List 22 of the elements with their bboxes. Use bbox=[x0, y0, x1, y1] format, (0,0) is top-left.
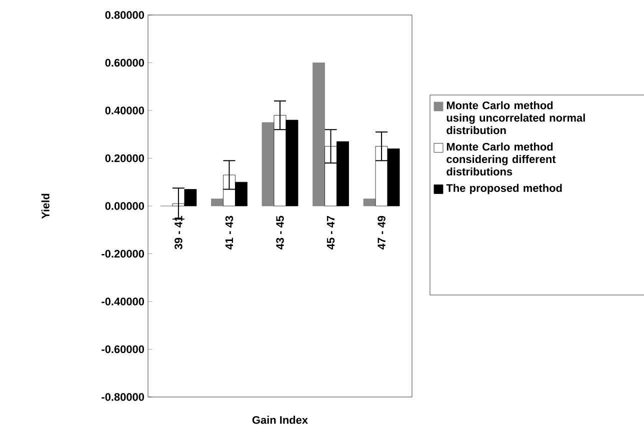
y-tick-label: 0.40000 bbox=[105, 106, 144, 114]
y-tick-label: 0.60000 bbox=[105, 58, 144, 67]
x-axis-title: Gain Index bbox=[252, 416, 308, 424]
x-tick-label: 45 - 47 bbox=[326, 216, 335, 250]
legend-label: Monte Carlo method considering different distributions bbox=[446, 142, 556, 176]
bar bbox=[262, 122, 274, 206]
bar bbox=[312, 62, 325, 206]
legend-label: Monte Carlo method using uncorrelated normal distribution bbox=[446, 101, 585, 134]
bar bbox=[363, 198, 376, 206]
bar bbox=[211, 198, 224, 206]
y-tick-label: 0.00000 bbox=[105, 202, 144, 210]
x-tick-label: 41 - 43 bbox=[225, 216, 234, 250]
y-tick-label: 0.20000 bbox=[105, 154, 144, 162]
y-axis-title: Yield bbox=[41, 194, 50, 219]
y-tick-label: -0.40000 bbox=[102, 298, 144, 306]
x-tick-label: 43 - 45 bbox=[276, 216, 284, 250]
y-tick-label: -0.60000 bbox=[102, 345, 144, 354]
x-tick-label: 47 - 49 bbox=[378, 216, 386, 250]
y-tick-label: 0.80000 bbox=[105, 11, 144, 19]
y-tick-label: -0.20000 bbox=[102, 250, 144, 258]
legend-label: The proposed method bbox=[446, 184, 562, 194]
y-tick-label: -0.80000 bbox=[102, 393, 144, 401]
